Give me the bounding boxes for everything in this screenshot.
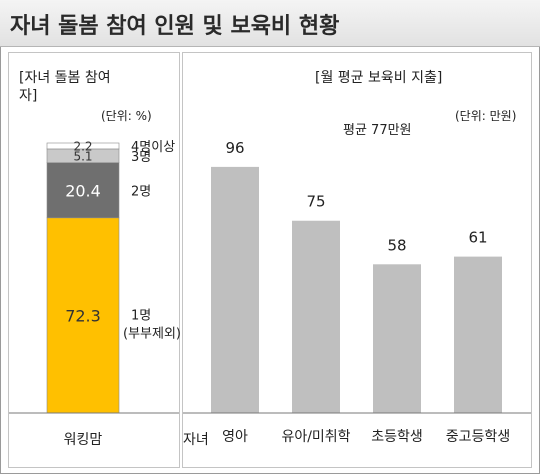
segment-value-label: 2.2 <box>73 140 92 154</box>
bar-value-label: 61 <box>468 229 487 247</box>
right-unit-label: (단위: 만원) <box>455 109 517 123</box>
segment-value-label: 20.4 <box>65 181 101 200</box>
left-chart-title-line1: [자녀 돌봄 참여 <box>19 70 111 86</box>
right-chart-panel: [월 평균 보육비 지출] (단위: 만원) 평균 77만원 자녀 96 영아 75… <box>182 52 532 468</box>
right-chart-title: [월 평균 보육비 지출] <box>315 70 443 86</box>
left-chart-title-line2: 자] <box>19 88 38 104</box>
page-title: 자녀 돌봄 참여 인원 및 보육비 현황 <box>10 14 340 39</box>
series-label: (부부제외) <box>123 326 181 341</box>
x-axis-prefix: 자녀 <box>183 432 209 448</box>
stacked-segment <box>46 142 120 150</box>
stacked-bar-svg: 72.3 1명 (부부제외) 20.4 2명 5.1 3명 2.2 4명이상 <box>9 140 181 414</box>
bar-value-label: 58 <box>387 236 406 254</box>
bar <box>211 166 259 413</box>
series-label: 3명 <box>131 150 151 165</box>
stacked-segment <box>46 217 120 414</box>
bar <box>292 220 340 413</box>
title-bar: 자녀 돌봄 참여 인원 및 보육비 현황 <box>0 0 540 47</box>
average-annotation: 평균 77만원 <box>343 123 412 138</box>
bar-value-label: 75 <box>306 193 325 211</box>
category-label: 유아/미취학 <box>281 429 350 445</box>
left-chart-panel: [자녀 돌봄 참여 자] (단위: %) 72.3 1명 (부부제외) 20.4 2명 5… <box>8 52 181 468</box>
bar <box>454 256 502 413</box>
segment-value-label: 5.1 <box>73 149 92 163</box>
segment-value-label: 72.3 <box>65 306 101 325</box>
category-label: 중고등학생 <box>446 429 510 445</box>
bar <box>373 264 421 413</box>
category-label: 초등학생 <box>371 429 423 445</box>
series-label: 2명 <box>131 184 151 199</box>
category-label: 영아 <box>222 429 248 445</box>
left-category-label: 워킹맘 <box>63 432 103 448</box>
series-label: 1명 <box>131 308 151 323</box>
bar-value-label: 96 <box>225 139 244 157</box>
series-label: 4명이상 <box>131 140 175 155</box>
left-unit-label: (단위: %) <box>101 109 152 123</box>
bar-chart-svg: 96 영아 75 유아/미취학 58 초등학생 61 중고등학생 <box>183 139 531 445</box>
